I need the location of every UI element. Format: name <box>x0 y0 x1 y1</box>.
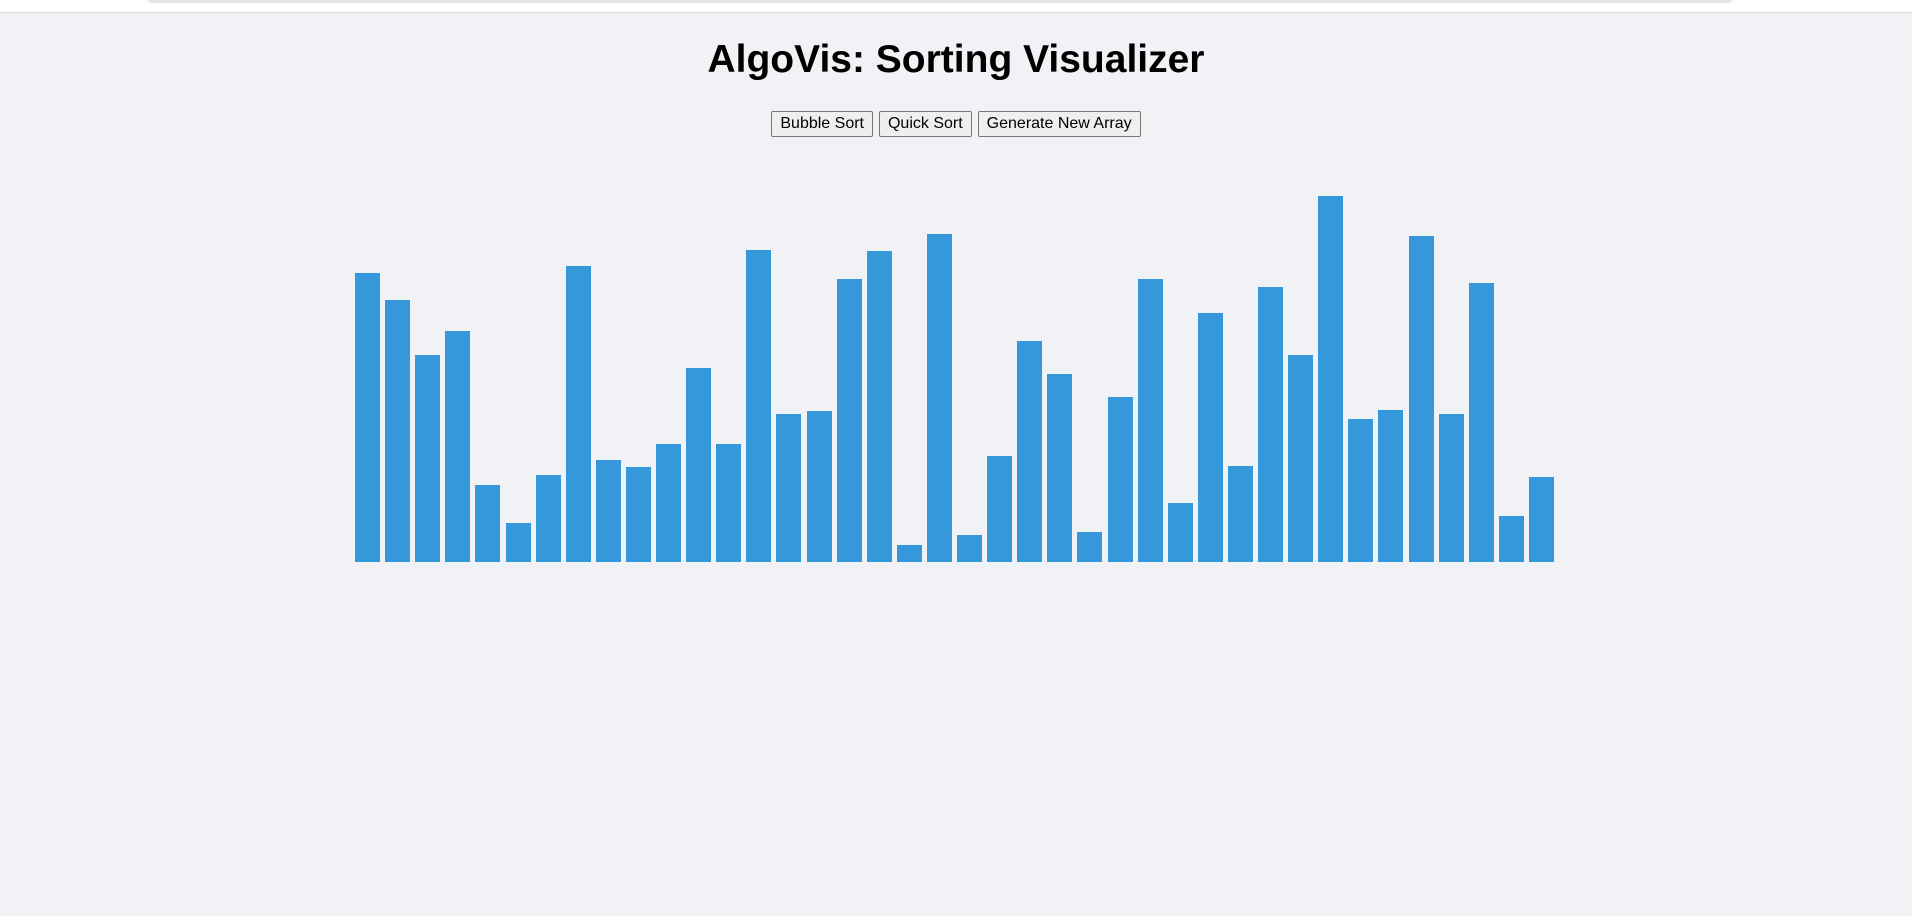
array-bar <box>625 467 651 562</box>
array-bar <box>1227 466 1253 562</box>
array-bar <box>1258 287 1283 562</box>
array-bar <box>415 355 441 562</box>
array-bar <box>1107 397 1133 562</box>
array-bar <box>1137 279 1163 562</box>
array-bar <box>565 266 591 562</box>
array-bar <box>1438 414 1464 562</box>
array-bar <box>1077 532 1103 562</box>
array-bar <box>1378 410 1404 562</box>
array-bar <box>505 523 531 562</box>
array-bar <box>535 475 561 562</box>
array-bar <box>686 368 712 562</box>
array-bar <box>355 273 380 562</box>
array-bar <box>385 300 411 562</box>
page-title: AlgoVis: Sorting Visualizer <box>707 38 1205 81</box>
array-bar <box>1017 341 1043 562</box>
array-bar <box>716 444 742 562</box>
array-bar <box>1528 477 1554 562</box>
array-bar <box>957 535 982 562</box>
array-bar <box>746 250 772 562</box>
array-bar <box>1288 355 1314 562</box>
array-bar <box>866 251 892 562</box>
array-bar <box>1047 374 1073 562</box>
array-bar <box>776 414 802 562</box>
array-bar <box>1318 196 1344 562</box>
array-bar <box>987 456 1013 562</box>
array-bar <box>1197 313 1223 562</box>
array-bar <box>836 279 862 562</box>
browser-top-strip <box>0 0 1912 13</box>
controls-bar: Bubble Sort Quick Sort Generate New Arra… <box>0 111 1912 137</box>
array-bar <box>1348 419 1374 562</box>
array-bar <box>445 331 471 562</box>
array-bar <box>595 460 621 562</box>
array-bar <box>1498 516 1524 562</box>
generate-new-array-button[interactable]: Generate New Array <box>977 111 1141 137</box>
array-bar <box>475 485 501 562</box>
array-bar <box>926 234 952 562</box>
array-bar <box>1408 236 1434 562</box>
bubble-sort-button[interactable]: Bubble Sort <box>771 111 873 137</box>
array-bar <box>1468 283 1494 562</box>
array-bar <box>656 444 681 562</box>
array-bar <box>806 411 832 562</box>
browser-top-strip-inner <box>148 0 1732 3</box>
quick-sort-button[interactable]: Quick Sort <box>878 111 972 137</box>
array-bar <box>896 545 922 562</box>
array-container <box>355 150 1554 562</box>
array-bar <box>1167 503 1193 562</box>
